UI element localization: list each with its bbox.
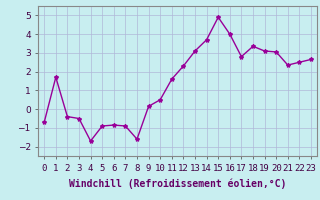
X-axis label: Windchill (Refroidissement éolien,°C): Windchill (Refroidissement éolien,°C) [69, 178, 286, 189]
